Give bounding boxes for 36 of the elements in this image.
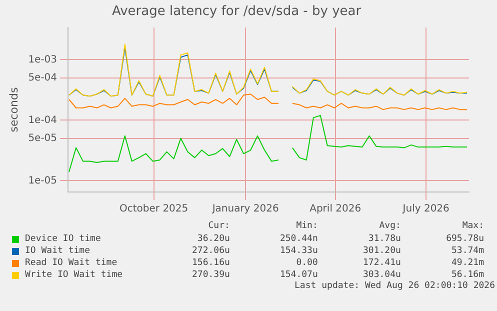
text: 172.41u — [362, 258, 401, 268]
text: Max: — [461, 221, 484, 233]
text: 56.16m — [450, 270, 484, 280]
text: Min: — [295, 221, 318, 233]
text: 250.44n — [278, 234, 318, 244]
legend-label: Read IO Wait time — [25, 258, 118, 268]
text: 154.33u — [278, 246, 318, 256]
text: Last update: Wed Aug 26 02:00:10 2026 — [294, 281, 495, 293]
chart-title: Average latency for /dev/sda - by year — [112, 4, 362, 20]
y-axis-title: seconds — [7, 87, 20, 132]
text: 0.00 — [295, 258, 318, 268]
text: 301.20u — [362, 246, 401, 256]
x-tick-label: January 2026 — [211, 204, 279, 215]
text: 695.78u — [445, 234, 484, 244]
text: 154.07u — [278, 270, 318, 280]
text: Avg: — [378, 221, 401, 233]
text: Cur: — [207, 221, 230, 233]
x-tick-label: July 2026 — [402, 204, 450, 215]
text: 49.21m — [450, 258, 484, 268]
y-tick-label: 1e-03 — [28, 54, 58, 66]
text: 272.06u — [190, 246, 230, 256]
y-tick-label: 1e-05 — [28, 175, 58, 186]
y-tick-label: 1e-04 — [28, 114, 58, 126]
legend-label: Device IO time — [25, 234, 101, 244]
text: 156.16u — [190, 258, 230, 268]
text: 270.39u — [190, 270, 230, 280]
y-tick-label: 5e-04 — [28, 72, 58, 84]
text: 53.74m — [450, 246, 484, 256]
x-tick-label: October 2025 — [119, 204, 188, 215]
y-tick-label: 5e-05 — [28, 133, 58, 144]
text: 303.04u — [362, 270, 401, 280]
text: 36.20u — [196, 234, 230, 244]
text: 31.78u — [367, 234, 401, 244]
legend-label: Write IO Wait time — [25, 270, 123, 280]
legend-label: IO Wait time — [25, 246, 90, 256]
x-tick-label: April 2026 — [310, 204, 362, 215]
